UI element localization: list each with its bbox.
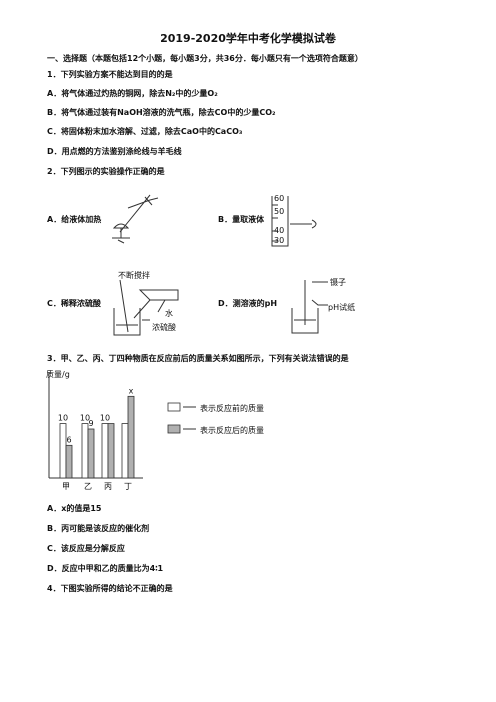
cylinder-mark: 50 bbox=[274, 207, 284, 216]
x-tick-label: 丙 bbox=[104, 482, 112, 491]
stem: 1．下列实验方案不能达到目的的是 bbox=[47, 70, 173, 79]
option: B．丙可能是该反应的催化剂 bbox=[47, 524, 150, 533]
value-label: x bbox=[129, 386, 134, 395]
cylinder-mark: 40 bbox=[274, 226, 284, 235]
legend-swatch bbox=[167, 424, 181, 434]
option: D．反应中甲和乙的质量比为4∶1 bbox=[47, 564, 164, 573]
bar bbox=[127, 395, 135, 479]
bar bbox=[87, 428, 95, 479]
section: 一、选择题（本题包括12个小题，每小题3分，共36分．每小题只有一个选项符合题意… bbox=[47, 54, 363, 63]
x-tick-label: 乙 bbox=[84, 482, 92, 491]
option: B．将气体通过装有NaOH溶液的洗气瓶，除去CO中的少量CO₂ bbox=[47, 108, 276, 117]
x-tick-label: 丁 bbox=[124, 482, 132, 491]
fig-label: 浓硫酸 bbox=[152, 322, 176, 332]
x-tick-label: 甲 bbox=[62, 482, 70, 491]
bar bbox=[81, 423, 89, 479]
stem: 2．下列图示的实验操作正确的是 bbox=[47, 167, 165, 176]
bar bbox=[65, 444, 73, 479]
legend-label: 表示反应前的质量 bbox=[200, 403, 264, 413]
value-label: 6 bbox=[66, 435, 71, 444]
option: A．给液体加热 bbox=[47, 215, 102, 224]
cylinder-mark: 60 bbox=[274, 194, 284, 203]
option: C．稀释浓硫酸 bbox=[47, 299, 101, 308]
y-label: 质量/g bbox=[46, 369, 70, 379]
option: B．量取液体 bbox=[218, 215, 265, 224]
apparatus bbox=[112, 194, 328, 336]
value-label: 9 bbox=[88, 419, 93, 428]
fig-label: 不断搅拌 bbox=[118, 270, 150, 280]
option: A．将气体通过灼热的铜网，除去N₂中的少量O₂ bbox=[47, 89, 218, 98]
value-label: 10 bbox=[100, 414, 110, 423]
bar bbox=[101, 423, 109, 479]
title: 2019-2020学年中考化学模拟试卷 bbox=[160, 32, 336, 45]
bar bbox=[107, 423, 115, 479]
option: D．测溶液的pH bbox=[218, 299, 278, 308]
fig-label: 水 bbox=[165, 308, 173, 318]
cylinder-mark: 30 bbox=[274, 236, 284, 245]
fig-label: pH试纸 bbox=[328, 302, 355, 312]
bar bbox=[59, 423, 67, 479]
stem: 3．甲、乙、丙、丁四种物质在反应前后的质量关系如图所示，下列有关说法错误的是 bbox=[47, 354, 349, 363]
bar bbox=[121, 423, 129, 479]
value-label: 10 bbox=[80, 414, 90, 423]
option: A．x的值是15 bbox=[47, 504, 102, 513]
stem: 4．下图实验所得的结论不正确的是 bbox=[47, 584, 173, 593]
legend-swatch bbox=[167, 402, 181, 412]
fig-label: 镊子 bbox=[330, 277, 346, 287]
value-label: 10 bbox=[58, 414, 68, 423]
option: D．用点燃的方法鉴别涤纶线与羊毛线 bbox=[47, 147, 182, 156]
option: C．将固体粉末加水溶解、过滤，除去CaO中的CaCO₃ bbox=[47, 127, 243, 136]
option: C．该反应是分解反应 bbox=[47, 544, 125, 553]
legend-label: 表示反应后的质量 bbox=[200, 425, 264, 435]
